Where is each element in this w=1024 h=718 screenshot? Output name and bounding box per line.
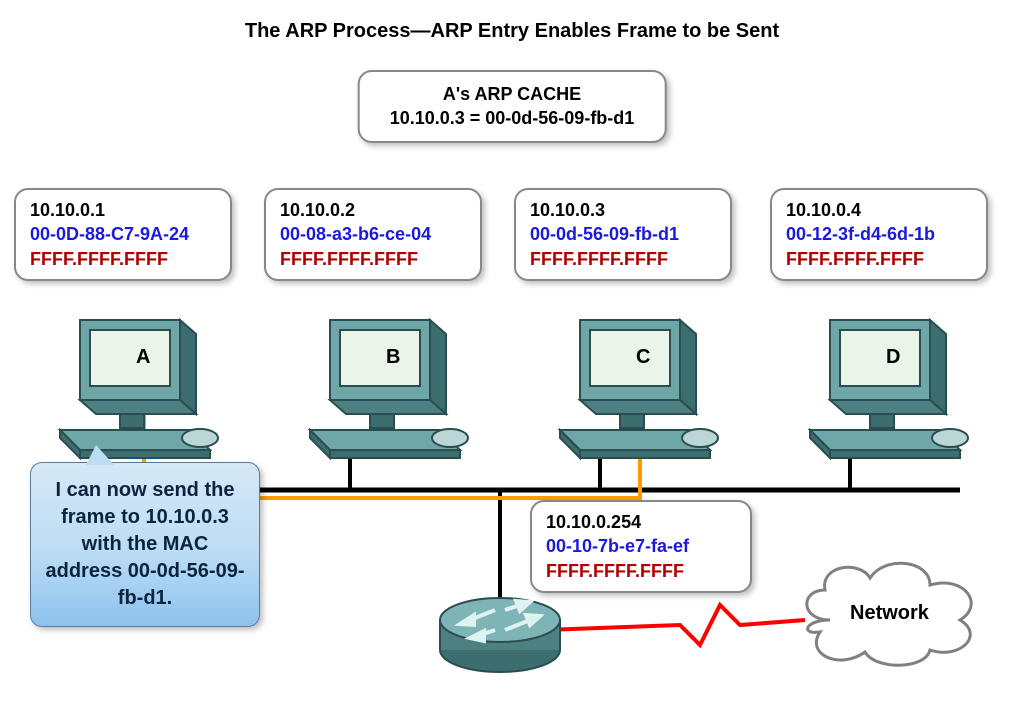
host-c-mac: 00-0d-56-09-fb-d1 [530, 222, 716, 246]
host-d-ffff: FFFF.FFFF.FFFF [786, 247, 972, 271]
host-c-ip: 10.10.0.3 [530, 198, 716, 222]
host-a-mac: 00-0D-88-C7-9A-24 [30, 222, 216, 246]
host-d-label: D [886, 346, 900, 369]
host-a-ip: 10.10.0.1 [30, 198, 216, 222]
speech-bubble: I can now send the frame to 10.10.0.3 wi… [30, 462, 260, 627]
router-mac: 00-10-7b-e7-fa-ef [546, 534, 736, 558]
host-b-ip: 10.10.0.2 [280, 198, 466, 222]
router-ffff: FFFF.FFFF.FFFF [546, 559, 736, 583]
pc-a-graphic [60, 320, 218, 458]
host-a-ffff: FFFF.FFFF.FFFF [30, 247, 216, 271]
router-graphic [440, 598, 560, 672]
host-b-mac: 00-08-a3-b6-ce-04 [280, 222, 466, 246]
arp-cache-heading: A's ARP CACHE [390, 82, 635, 106]
diagram-title: The ARP Process—ARP Entry Enables Frame … [0, 20, 1024, 43]
host-c-label: C [636, 346, 650, 369]
host-c-box: 10.10.0.3 00-0d-56-09-fb-d1 FFFF.FFFF.FF… [514, 188, 732, 281]
arp-cache-box: A's ARP CACHE 10.10.0.3 = 00-0d-56-09-fb… [358, 70, 667, 143]
host-d-ip: 10.10.0.4 [786, 198, 972, 222]
host-d-mac: 00-12-3f-d4-6d-1b [786, 222, 972, 246]
router-box: 10.10.0.254 00-10-7b-e7-fa-ef FFFF.FFFF.… [530, 500, 752, 593]
router-ip: 10.10.0.254 [546, 510, 736, 534]
host-d-box: 10.10.0.4 00-12-3f-d4-6d-1b FFFF.FFFF.FF… [770, 188, 988, 281]
pc-c-graphic [560, 320, 718, 458]
host-c-ffff: FFFF.FFFF.FFFF [530, 247, 716, 271]
host-b-label: B [386, 346, 400, 369]
arp-cache-entry: 10.10.0.3 = 00-0d-56-09-fb-d1 [390, 106, 635, 130]
cloud-label: Network [850, 602, 929, 625]
host-a-box: 10.10.0.1 00-0D-88-C7-9A-24 FFFF.FFFF.FF… [14, 188, 232, 281]
pc-d-graphic [810, 320, 968, 458]
pc-b-graphic [310, 320, 468, 458]
host-a-label: A [136, 346, 150, 369]
host-b-ffff: FFFF.FFFF.FFFF [280, 247, 466, 271]
host-b-box: 10.10.0.2 00-08-a3-b6-ce-04 FFFF.FFFF.FF… [264, 188, 482, 281]
